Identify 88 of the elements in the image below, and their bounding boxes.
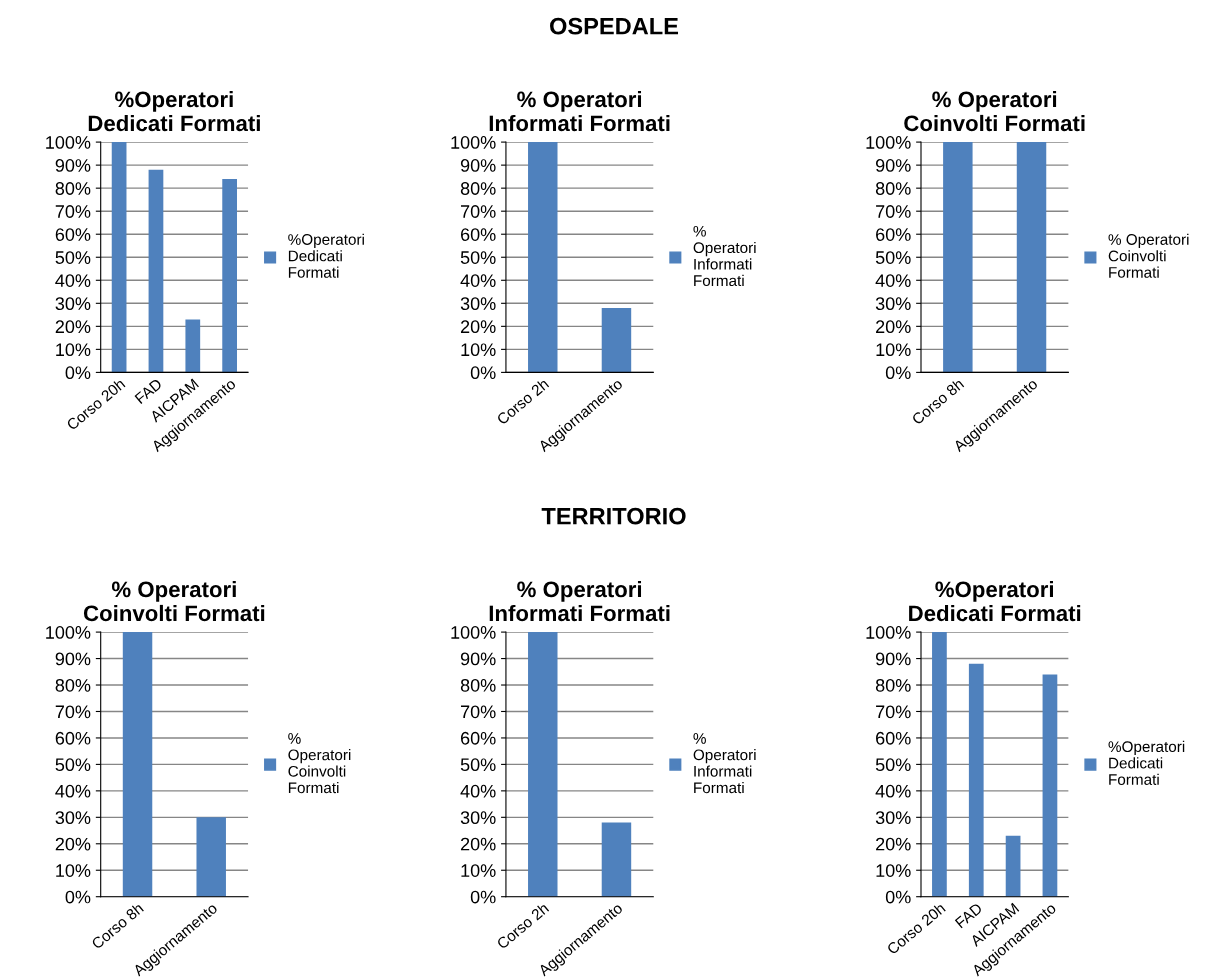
y-tick-label: 20% [876, 837, 911, 851]
chart-title: %Operatori Dedicati Formati [909, 580, 1081, 622]
y-tick-label: 50% [55, 758, 91, 772]
text: TERRITORIO [541, 507, 686, 525]
y-tick-label: 50% [460, 758, 496, 772]
y-tick-label: 0% [885, 366, 911, 380]
legend-label: % Operatori Coinvolti Formati [1108, 233, 1189, 278]
y-tick-label: 90% [875, 159, 911, 172]
y-tick-label: 70% [461, 705, 496, 719]
y-tick-label: 100% [46, 626, 91, 639]
y-tick-label: 0% [65, 366, 91, 380]
y-tick-label: 50% [875, 251, 911, 264]
y-tick-label: 60% [55, 228, 91, 241]
legend-label: %Operatori Dedicati Formati [288, 233, 364, 278]
y-tick-label: 100% [866, 626, 911, 639]
y-tick-label: 40% [55, 274, 91, 287]
legend-label: % Operatori Informati Formati [693, 733, 756, 794]
y-tick-label: 20% [876, 320, 911, 334]
y-tick-label: 0% [470, 890, 496, 904]
y-tick-label: 90% [460, 159, 496, 172]
y-tick-label: 60% [876, 228, 911, 241]
y-tick-label: 90% [875, 652, 911, 666]
legend-label: % Operatori Informati Formati [693, 225, 756, 287]
y-tick-label: 60% [460, 228, 496, 241]
y-tick-label: 100% [451, 626, 496, 639]
y-tick-label: 10% [876, 343, 911, 357]
y-tick-label: 10% [461, 343, 496, 357]
bar [932, 632, 947, 897]
y-tick-label: 30% [875, 297, 911, 311]
y-tick-label: 70% [876, 205, 911, 218]
y-tick-label: 60% [460, 731, 496, 745]
y-tick-label: 50% [875, 758, 911, 772]
y-tick-label: 70% [461, 205, 496, 218]
y-tick-label: 40% [875, 274, 911, 287]
y-tick-label: 40% [55, 784, 91, 798]
y-tick-label: 90% [55, 652, 91, 666]
y-tick-label: 30% [875, 811, 911, 825]
y-tick-label: 80% [875, 182, 911, 195]
y-tick-label: 30% [55, 297, 91, 311]
y-tick-label: 50% [460, 251, 496, 264]
bar [148, 169, 164, 373]
y-tick-label: 10% [56, 864, 91, 877]
y-tick-label: 80% [55, 182, 91, 195]
y-tick-label: 40% [460, 274, 496, 287]
bar [185, 319, 201, 373]
chart-title: %Operatori Dedicati Formati [88, 90, 260, 132]
text: OSPEDALE [550, 17, 679, 35]
y-tick-label: 60% [876, 731, 911, 745]
y-tick-label: 0% [65, 890, 91, 904]
bar [1042, 674, 1058, 897]
y-tick-label: 20% [460, 837, 496, 851]
legend-label: % Operatori Coinvolti Formati [288, 733, 351, 794]
y-tick-label: 20% [55, 320, 91, 334]
chart-title: % Operatori Coinvolti Formati [904, 90, 1085, 132]
bar [111, 142, 127, 373]
y-tick-label: 80% [460, 182, 496, 195]
y-tick-label: 0% [470, 366, 496, 380]
y-tick-label: 70% [55, 705, 91, 719]
y-tick-label: 80% [55, 678, 91, 692]
y-tick-label: 80% [875, 678, 911, 692]
bar [222, 178, 237, 373]
bar [1005, 835, 1021, 897]
y-tick-label: 70% [876, 705, 911, 719]
y-tick-label: 50% [55, 251, 91, 264]
y-tick-label: 40% [460, 784, 496, 798]
y-tick-label: 100% [866, 136, 911, 149]
legend-label: %Operatori Dedicati Formati [1108, 740, 1185, 785]
y-tick-label: 30% [460, 811, 496, 825]
chart-title: % Operatori Informati Formati [489, 580, 670, 622]
y-tick-label: 100% [451, 136, 496, 149]
y-tick-label: 0% [885, 890, 911, 904]
y-tick-label: 30% [55, 811, 91, 825]
y-tick-label: 90% [460, 652, 496, 666]
y-tick-label: 100% [46, 136, 91, 149]
y-tick-label: 20% [460, 320, 496, 334]
y-tick-label: 60% [55, 731, 91, 745]
bar [968, 663, 984, 897]
y-tick-label: 70% [55, 205, 91, 218]
y-tick-label: 30% [460, 297, 496, 311]
y-tick-label: 20% [55, 837, 91, 851]
chart-title: % Operatori Informati Formati [489, 90, 670, 132]
y-tick-label: 10% [56, 343, 91, 357]
y-tick-label: 40% [875, 784, 911, 798]
chart-title: % Operatori Coinvolti Formati [83, 580, 265, 622]
y-tick-label: 10% [461, 864, 496, 877]
y-tick-label: 80% [460, 678, 496, 692]
y-tick-label: 90% [55, 159, 91, 172]
y-tick-label: 10% [876, 864, 911, 877]
